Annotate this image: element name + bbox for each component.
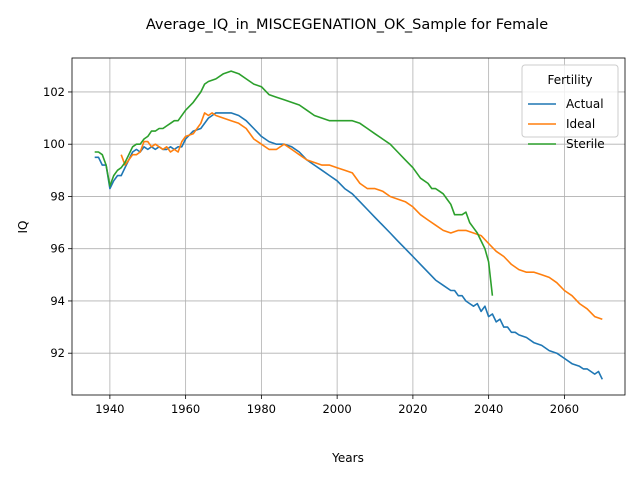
x-tick-label: 1980	[247, 402, 276, 416]
y-axis-label: IQ	[16, 221, 30, 234]
x-tick-label: 2040	[474, 402, 503, 416]
y-axis: 92 94 96 98 100 102	[43, 85, 72, 360]
x-tick-label: 2060	[550, 402, 579, 416]
x-tick-label: 2000	[322, 402, 351, 416]
legend-title: Fertility	[547, 73, 592, 87]
legend: Fertility Actual Ideal Sterile	[521, 64, 619, 151]
legend-label-sterile: Sterile	[566, 137, 605, 151]
y-tick-label: 96	[50, 242, 65, 256]
series-line-sterile	[94, 70, 494, 296]
x-tick-label: 1940	[95, 402, 124, 416]
x-axis: 1940 1960 1980 2000 2020 2040 2060	[95, 395, 579, 416]
x-tick-label: 1960	[171, 402, 200, 416]
x-tick-label: 2020	[398, 402, 427, 416]
legend-frame	[521, 64, 619, 138]
chart-title: Average_IQ_in_MISCEGENATION_OK_Sample fo…	[146, 17, 548, 33]
y-tick-label: 98	[50, 189, 65, 203]
y-tick-label: 102	[43, 85, 65, 99]
plot-frame	[71, 57, 626, 396]
y-tick-label: 92	[50, 346, 65, 360]
legend-label-ideal: Ideal	[566, 117, 595, 131]
series-lines	[94, 70, 604, 380]
legend-label-actual: Actual	[566, 97, 604, 111]
series-line-ideal	[120, 112, 603, 320]
x-axis-label: Years	[331, 451, 364, 465]
y-tick-label: 100	[43, 137, 65, 151]
series-line-actual	[94, 112, 604, 380]
y-tick-label: 94	[50, 294, 65, 308]
